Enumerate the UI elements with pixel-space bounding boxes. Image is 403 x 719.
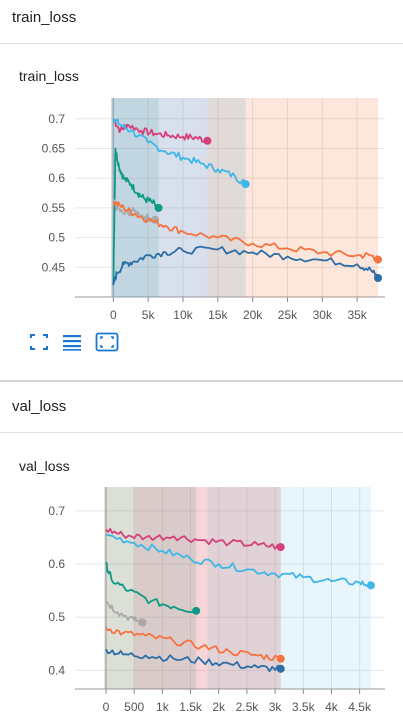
series-endpoint-pink bbox=[203, 136, 212, 145]
section-header-val-loss[interactable]: val_loss bbox=[0, 389, 403, 433]
raw-data-band bbox=[207, 487, 371, 689]
series-endpoint-blue bbox=[374, 273, 383, 282]
x-tick-label: 1k bbox=[156, 700, 170, 714]
series-line-pink bbox=[112, 118, 209, 145]
series-line-blue bbox=[105, 648, 282, 672]
y-tick-label: 0.6 bbox=[48, 557, 65, 571]
y-tick-label: 0.4 bbox=[48, 663, 65, 677]
y-tick-label: 0.6 bbox=[48, 171, 65, 185]
y-tick-label: 0.55 bbox=[42, 201, 66, 215]
series-line-teal bbox=[112, 147, 160, 286]
train-loss-chart[interactable]: 0 5k 10k 15k 20k 25k 30k 35k 0.45 0.5 0.55 0.6 0.65 0… bbox=[0, 0, 403, 330]
chart-card-title: val_loss bbox=[19, 458, 70, 474]
series-endpoint-cyan bbox=[241, 180, 250, 189]
x-tick-label: 20k bbox=[243, 308, 263, 322]
x-tick-label: 0 bbox=[103, 700, 110, 714]
y-tick-label: 0.7 bbox=[48, 504, 65, 518]
raw-data-band bbox=[207, 98, 379, 297]
x-tick-label: 500 bbox=[124, 700, 144, 714]
series-endpoint-orange bbox=[374, 255, 383, 264]
x-tick-label: 10k bbox=[173, 308, 193, 322]
series-line-blue bbox=[112, 245, 379, 286]
series-line-teal bbox=[105, 562, 197, 613]
y-tick-label: 0.7 bbox=[48, 112, 65, 126]
fit-to-data-icon[interactable] bbox=[95, 332, 119, 352]
x-tick-label: 4k bbox=[325, 700, 339, 714]
series-endpoint-gray bbox=[138, 618, 147, 627]
y-tick-label: 0.65 bbox=[42, 141, 66, 155]
series-endpoint-teal bbox=[154, 203, 163, 212]
series-line-cyan bbox=[112, 118, 247, 185]
y-tick-label: 0.45 bbox=[42, 260, 66, 274]
x-tick-label: 2k bbox=[212, 700, 226, 714]
x-tick-label: 3.5k bbox=[292, 700, 316, 714]
x-tick-label: 1.5k bbox=[179, 700, 203, 714]
x-tick-label: 25k bbox=[278, 308, 298, 322]
series-endpoint-teal bbox=[192, 606, 201, 615]
section-divider bbox=[0, 380, 403, 382]
x-tick-label: 4.5k bbox=[348, 700, 372, 714]
fit-domain-icon[interactable] bbox=[28, 332, 50, 352]
series-line-gray bbox=[112, 198, 156, 223]
series-line-pink bbox=[105, 528, 282, 550]
x-tick-label: 35k bbox=[347, 308, 367, 322]
chart-card-title: train_loss bbox=[19, 68, 79, 84]
section-title: train_loss bbox=[12, 9, 77, 26]
x-tick-label: 2.5k bbox=[236, 700, 260, 714]
y-tick-label: 0.5 bbox=[48, 231, 65, 245]
section-header-train-loss[interactable]: train_loss bbox=[0, 0, 403, 44]
series-endpoint-blue bbox=[276, 664, 285, 673]
y-tick-label: 0.5 bbox=[48, 610, 65, 624]
series-endpoint-cyan bbox=[366, 581, 375, 590]
series-line-gray bbox=[105, 600, 144, 625]
x-tick-label: 15k bbox=[208, 308, 228, 322]
series-line-orange bbox=[112, 200, 379, 262]
series-line-cyan bbox=[105, 533, 372, 587]
series-endpoint-pink bbox=[276, 543, 285, 552]
section-title: val_loss bbox=[12, 398, 67, 415]
x-tick-label: 30k bbox=[313, 308, 333, 322]
x-tick-label: 0 bbox=[110, 308, 117, 322]
x-tick-label: 3k bbox=[269, 700, 283, 714]
raw-data-band bbox=[104, 487, 197, 689]
series-endpoint-orange bbox=[276, 654, 285, 663]
x-tick-label: 5k bbox=[142, 308, 156, 322]
series-line-orange bbox=[105, 627, 282, 661]
toggle-data-icon[interactable] bbox=[61, 332, 83, 352]
